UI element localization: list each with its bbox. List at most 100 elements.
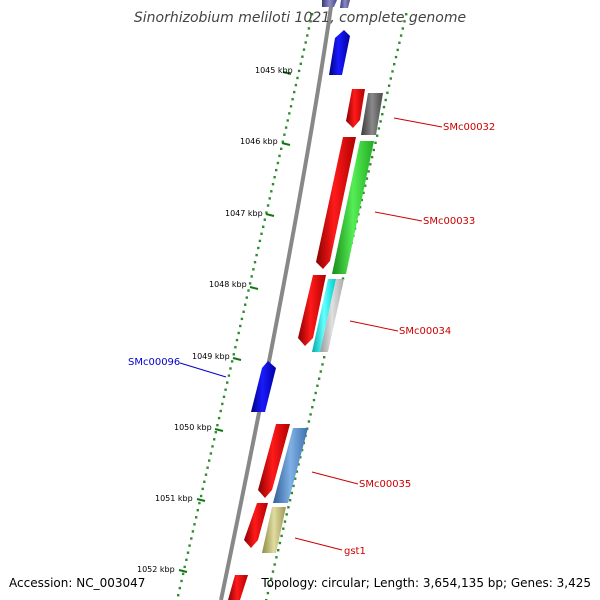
minor-tick-dot [232, 353, 235, 356]
minor-tick-dot [244, 303, 247, 306]
minor-tick-dot [191, 530, 195, 533]
minor-tick-dot [209, 452, 213, 455]
gene-label-smc00032[interactable]: SMc00032 [443, 122, 495, 133]
minor-tick-dot [358, 206, 362, 209]
minor-tick-dot [260, 232, 263, 235]
gene-arrow-smc00033[interactable] [316, 137, 356, 269]
leader-gst1 [294, 537, 343, 551]
tick-label-1049: 1049 kbp [192, 352, 230, 361]
gene-arrow-smc00034[interactable] [298, 275, 326, 346]
minor-tick-dot [230, 360, 234, 363]
minor-tick-dot [203, 480, 206, 483]
minor-tick-dot [314, 391, 317, 395]
minor-tick-dot [250, 275, 253, 278]
kbp-ticks [178, 71, 292, 573]
minor-tick-dot [196, 509, 199, 512]
gene-arrow-smc00035[interactable] [258, 424, 290, 498]
minor-tick-dot [195, 516, 198, 519]
gene-arrow-gst1[interactable] [244, 503, 268, 548]
topology-text: Topology: circular; Length: 3,654,135 bp… [260, 576, 591, 590]
minor-tick-dot [299, 456, 302, 459]
minor-tick-dot [382, 105, 386, 109]
minor-tick-dot [270, 190, 273, 193]
map-title: Sinorhizobium meliloti 1021, complete ge… [134, 10, 466, 26]
gene-label-smc00035[interactable]: SMc00035 [359, 479, 411, 490]
cog-box-gst1[interactable] [262, 507, 286, 553]
minor-tick-dot [258, 239, 262, 243]
minor-tick-dot [364, 184, 367, 187]
gene-arrow-smc00096[interactable] [251, 361, 276, 412]
minor-tick-dot [316, 384, 319, 387]
minor-tick-dot [180, 579, 183, 583]
gene-label-smc00096[interactable]: SMc00096 [128, 357, 180, 368]
minor-tick-dot [224, 388, 227, 391]
minor-tick-dot [360, 198, 363, 202]
minor-tick-dot [219, 409, 222, 413]
minor-tick-dot [222, 395, 226, 398]
minor-tick-dot [401, 27, 404, 30]
minor-tick-dot [199, 494, 203, 498]
gene-arrow-smc00032[interactable] [346, 89, 365, 128]
minor-tick-dot [290, 491, 293, 495]
minor-tick-dot [186, 551, 190, 554]
minor-tick-dot [239, 324, 242, 328]
minor-tick-dot [379, 120, 382, 123]
tick-label-1051: 1051 kbp [155, 494, 193, 503]
tick-label-1047: 1047 kbp [225, 209, 263, 218]
cog-box-smc00032[interactable] [361, 93, 383, 135]
minor-tick-dot [307, 27, 311, 30]
genome-backbone [219, 0, 334, 600]
minor-tick-dot [306, 34, 309, 37]
minor-tick-dot [284, 126, 288, 129]
minor-tick-dot [217, 416, 221, 420]
minor-tick-dot [309, 413, 312, 416]
minor-tick-dot [262, 225, 265, 228]
minor-tick-dot [374, 141, 377, 144]
minor-tick-dot [323, 356, 326, 359]
minor-tick-dot [255, 253, 258, 257]
minor-tick-dot [265, 211, 268, 214]
minor-tick-dot [403, 20, 406, 23]
minor-tick-dot [277, 549, 280, 552]
gene-label-smc00033[interactable]: SMc00033 [423, 216, 475, 227]
minor-tick-dot [181, 572, 185, 576]
minor-tick-dot [394, 55, 398, 59]
gene-label-gst1[interactable]: gst1 [344, 546, 366, 557]
minor-tick-dot [242, 310, 245, 313]
minor-tick-dot [311, 13, 314, 16]
gene-arrow-bottom[interactable] [228, 575, 248, 600]
minor-tick-dot [292, 484, 295, 488]
minor-tick-dot [286, 119, 289, 122]
gene-feature-top-cog[interactable] [322, 0, 337, 7]
cog-box-smc00033[interactable] [332, 141, 374, 274]
minor-tick-dot [384, 98, 387, 102]
gene-label-smc00034[interactable]: SMc00034 [399, 326, 451, 337]
gene-arrow-reverse-top[interactable] [329, 30, 350, 75]
minor-tick-dot [405, 13, 408, 16]
minor-tick-dot [253, 261, 257, 264]
cog-box-smc00034-b[interactable] [320, 279, 344, 352]
tick-label-1045: 1045 kbp [255, 66, 293, 75]
minor-tick-dot [226, 381, 229, 384]
minor-tick-dot [237, 331, 240, 335]
cog-box-smc00035[interactable] [273, 428, 308, 503]
minor-tick-dot [278, 154, 281, 158]
minor-tick-dot [317, 377, 321, 380]
minor-tick-dot [369, 163, 372, 166]
minor-tick-dot [291, 98, 294, 101]
minor-tick-dot [377, 127, 381, 130]
minor-tick-dot [271, 183, 275, 186]
minor-tick-dot [266, 591, 270, 595]
minor-tick-dot [288, 112, 291, 115]
tick-label-1050: 1050 kbp [174, 423, 212, 432]
minor-tick-dot [201, 487, 204, 491]
gene-feature-top-cog-2[interactable] [340, 0, 350, 8]
minor-tick-dot [247, 289, 250, 292]
minor-tick-dot [257, 246, 260, 250]
minor-tick-dot [396, 48, 399, 52]
minor-tick-dot [297, 463, 300, 466]
minor-tick-dot [370, 155, 374, 159]
minor-tick-dot [213, 438, 216, 441]
minor-tick-dot [281, 140, 284, 143]
cog-box-smc00034[interactable] [312, 279, 336, 352]
